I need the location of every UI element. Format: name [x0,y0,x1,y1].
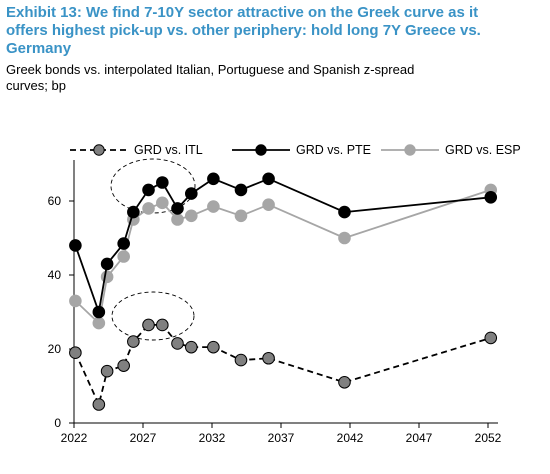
data-point [69,239,82,252]
data-point [338,376,351,389]
page-title: Exhibit 13: We find 7-10Y sector attract… [6,4,481,57]
series-0 [69,318,498,411]
data-point [100,257,114,271]
data-point [262,198,275,211]
data-point [92,316,106,330]
data-point [117,359,130,372]
data-point [127,205,140,219]
chart-legend: GRD vs. ITL GRD vs. PTE GRD vs. ESP [70,143,521,157]
data-point [92,398,106,411]
x-tick-label: 2022 [61,431,88,445]
y-tick-label: 20 [48,342,62,356]
data-point [127,335,140,348]
data-point [338,231,351,245]
data-point [100,270,114,284]
data-point [484,331,498,345]
legend-label: GRD vs. PTE [296,143,371,157]
data-point [234,353,248,367]
data-point [171,337,184,350]
data-point [92,305,106,319]
data-point [156,318,169,332]
data-point [262,351,275,365]
data-point [207,172,220,186]
x-tick-label: 2052 [475,431,502,445]
data-point [117,250,130,263]
data-point [156,176,169,189]
data-point [117,237,130,250]
x-tick-label: 2047 [406,431,433,445]
legend-swatch-marker [255,144,267,156]
y-tick-label: 0 [54,416,61,430]
data-point [207,200,220,213]
annotation-ellipse-lower [111,291,195,341]
legend-swatch-marker [404,144,416,156]
data-point [171,202,184,215]
data-point [69,294,82,308]
y-tick-label: 60 [48,194,62,208]
x-tick-label: 2037 [268,431,295,445]
x-tick-label: 2027 [130,431,157,445]
chart-axes: 0 20 40 60 2022 2027 2032 2037 2042 2047 2052 [48,160,502,445]
data-point [338,205,351,219]
data-point [142,318,155,332]
annotation-ellipse-upper [110,158,196,214]
legend-item: GRD vs. ESP [381,143,521,157]
series-line [74,323,492,408]
data-point [142,183,155,197]
series-line [74,177,491,316]
series-1 [69,172,498,319]
legend-label: GRD vs. ESP [445,143,521,157]
data-point [185,340,198,354]
data-point [262,172,275,186]
x-tick-label: 2042 [337,431,364,445]
data-point [100,364,114,378]
chart-series-layer [69,172,498,411]
legend-label: GRD vs. ITL [134,143,203,157]
legend-item: GRD vs. ITL [70,143,203,157]
legend-item: GRD vs. PTE [232,143,371,157]
data-point [156,196,169,210]
x-tick-label: 2032 [199,431,226,445]
data-point [185,209,198,223]
data-point [234,183,248,197]
data-point [484,191,498,204]
data-point [69,346,82,360]
data-point [142,202,155,215]
legend-swatch-marker [93,144,105,156]
data-point [207,340,220,354]
data-point [234,209,248,223]
data-point [171,213,184,226]
data-point [185,187,198,200]
chart-annotations [110,158,196,341]
y-tick-label: 40 [48,268,62,282]
chart-subtitle: Greek bonds vs. interpolated Italian, Po… [6,62,415,93]
